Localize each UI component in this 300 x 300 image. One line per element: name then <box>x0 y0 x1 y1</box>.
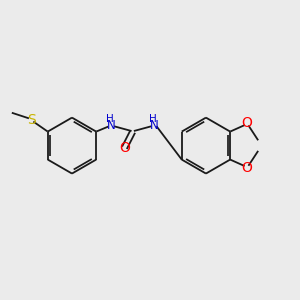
Text: H: H <box>149 114 157 124</box>
Text: N: N <box>107 118 116 132</box>
Text: O: O <box>119 141 130 155</box>
Text: O: O <box>241 116 252 130</box>
Text: S: S <box>27 113 36 128</box>
Text: O: O <box>241 161 252 175</box>
Text: N: N <box>149 118 158 132</box>
Text: H: H <box>106 114 114 124</box>
